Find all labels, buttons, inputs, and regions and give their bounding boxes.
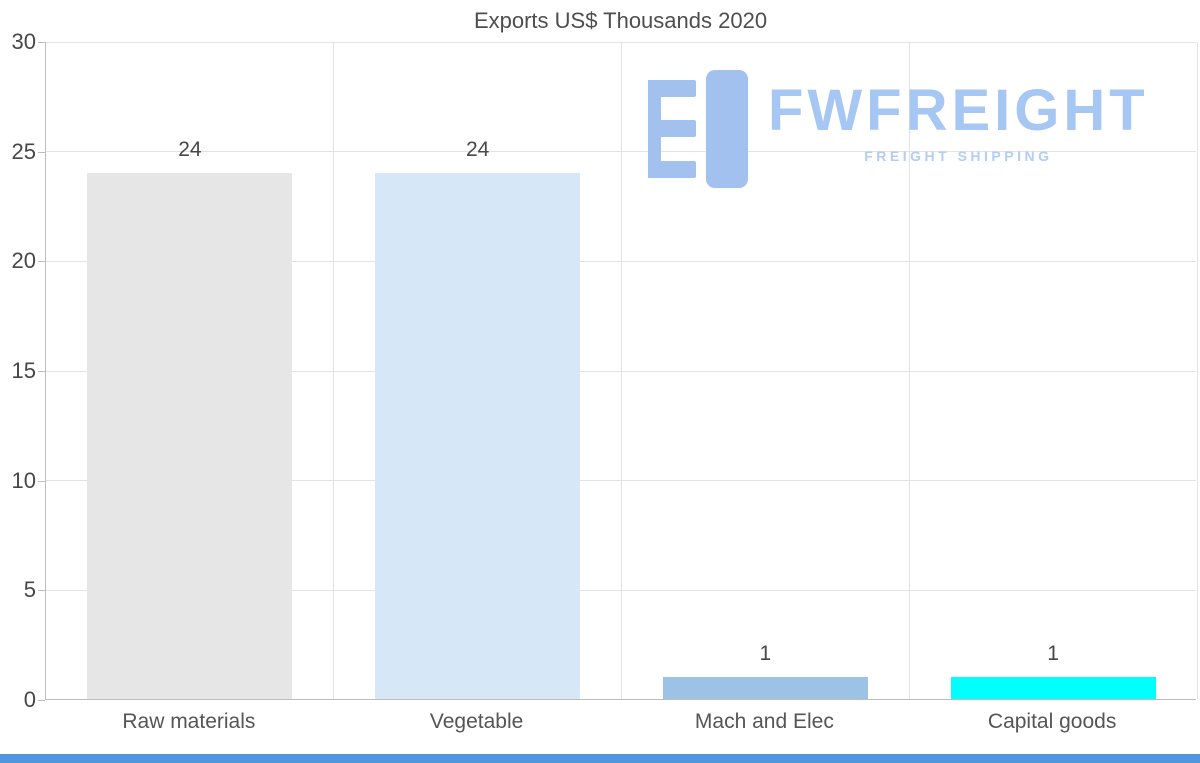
bar-raw-materials	[87, 172, 293, 699]
y-tick-mark	[38, 700, 45, 701]
y-tick-label: 15	[11, 358, 36, 383]
y-tick-mark	[38, 42, 45, 43]
x-category-label: Mach and Elec	[694, 710, 834, 733]
y-tick-label: 10	[11, 467, 36, 493]
v-gridline	[908, 42, 910, 699]
v-gridline	[333, 42, 335, 699]
y-tick-label: 25	[11, 138, 36, 164]
v-gridline	[621, 42, 622, 699]
brand-logo-icon	[648, 70, 748, 188]
y-tick-mark	[38, 151, 45, 153]
bar-capital-goods	[950, 677, 1156, 699]
brand-name: FWFREIGHT	[768, 78, 1149, 143]
x-category-label: Raw materials	[122, 710, 256, 733]
y-tick-mark	[38, 261, 45, 263]
y-tick-mark	[38, 371, 45, 372]
brand-text-block: FWFREIGHT FREIGHT SHIPPING	[768, 70, 1149, 165]
bar-value-label: 24	[465, 137, 490, 161]
bar-value-label: 1	[1047, 642, 1059, 666]
bar-value-label: 24	[178, 137, 202, 161]
brand-subtitle: FREIGHT SHIPPING	[864, 148, 1053, 164]
x-category-label: Capital goods	[987, 710, 1117, 733]
bar-mach-and-elec	[662, 677, 868, 699]
chart-title: Exports US$ Thousands 2020	[473, 8, 768, 33]
y-tick-label: 5	[23, 577, 36, 603]
y-tick-label: 0	[23, 687, 36, 712]
y-tick-mark	[38, 590, 45, 592]
x-category-label: Vegetable	[429, 710, 524, 733]
y-tick-label: 20	[11, 248, 36, 274]
y-tick-label: 30	[11, 29, 36, 54]
y-tick-mark	[38, 480, 45, 482]
bottom-strip	[0, 754, 1200, 763]
bar-value-label: 1	[759, 642, 772, 666]
bar-vegetable	[375, 172, 581, 699]
plot-area: 24 24 1 1	[45, 41, 1198, 700]
v-gridline	[1196, 42, 1198, 699]
brand-watermark: FWFREIGHT FREIGHT SHIPPING	[648, 70, 1149, 188]
